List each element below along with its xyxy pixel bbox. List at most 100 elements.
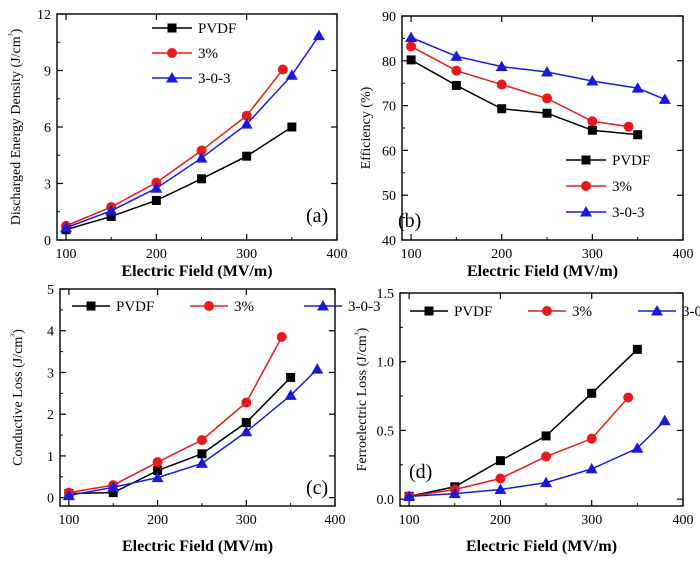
x-tick-label: 400 [673,247,694,262]
data-point [240,118,253,129]
series-line-PVDF [65,126,293,231]
data-point [150,182,163,193]
x-tick-label: 300 [582,247,603,262]
data-point [196,145,207,156]
data-point [287,122,297,132]
y-tick-label: 12 [37,8,51,23]
chart-panel-d: 100 200 300 400 0.0 0.5 1.0 1.5 Electric Field (… [353,287,700,555]
data-point [105,204,118,216]
data-point [242,151,252,161]
y-tick-label: 0 [47,492,54,507]
data-point [540,476,553,488]
legend-label: 3% [234,299,254,315]
data-point [286,372,296,382]
data-point [151,471,164,483]
legend: PVDF 3% 3-0-3 [72,299,381,315]
data-point [541,451,552,462]
y-tick-label: 50 [382,189,396,204]
y-tick-label: 4 [47,325,54,340]
series-line-3-0-3 [409,420,666,498]
x-tick-label: 200 [490,513,511,528]
data-point [658,93,671,104]
x-tick-label: 400 [673,513,694,528]
data-point [197,449,207,459]
data-point [542,108,552,118]
legend-label: 3% [198,46,218,62]
y-tick-label: 3 [47,366,54,381]
legend-label: PVDF [454,304,492,320]
x-tick-label: 200 [146,247,167,262]
panel-label: (c) [306,477,328,499]
data-point [451,80,461,90]
legend-label: 3-0-3 [612,205,645,221]
data-point [153,466,163,476]
data-point [196,435,207,446]
legend-marker [580,206,592,217]
y-tick-label: 80 [382,55,396,70]
data-point [587,388,597,398]
legend-marker [167,23,177,33]
series-line-3-0-3 [410,36,666,101]
y-axis-label: Ferroelectric Loss (J/cm³) [353,327,371,471]
legend-marker [166,72,178,83]
legend-marker [86,301,96,311]
data-point [241,397,252,408]
data-point [633,130,643,140]
x-tick-label: 100 [399,513,420,528]
data-point [494,483,507,495]
data-point [448,487,461,499]
plot-frame [59,288,336,507]
legend-label: PVDF [198,21,236,37]
legend-marker [581,181,591,191]
legend-label: 3-0-3 [198,71,231,87]
x-tick-label: 300 [236,513,257,528]
legend-label: 3-0-3 [682,304,700,320]
x-axis-label: Electric Field (MV/m) [121,263,272,280]
series-line-3% [409,396,629,498]
data-point [106,211,116,221]
legend-marker [581,155,591,165]
y-tick-label: 9 [44,65,51,80]
series-line-PVDF [68,376,292,495]
data-point [587,125,597,135]
data-point [195,152,208,163]
data-point [152,457,163,468]
legend: PVDF 3% 3-0-3 [152,21,236,87]
data-point [195,457,208,468]
legend-marker [542,306,552,316]
data-point [108,488,118,498]
data-point [631,442,644,453]
plot-frame [399,292,684,507]
legend-marker [651,305,663,316]
legend-marker [204,301,214,311]
data-point [240,425,253,437]
x-tick-label: 400 [325,513,346,528]
data-point [586,433,597,444]
series-line-PVDF [410,59,638,136]
data-point [311,363,324,374]
legend-label: PVDF [116,299,154,315]
x-axis-label: Electric Field (MV/m) [122,538,273,555]
x-tick-label: 100 [58,513,79,528]
y-axis-label: Efficiency (%) [359,86,374,169]
y-tick-label: 1.5 [377,287,395,302]
y-tick-label: 40 [382,234,396,249]
series-line-3% [68,336,283,494]
legend-marker [424,306,434,316]
data-point [451,65,462,76]
data-point [658,414,671,426]
x-tick-label: 300 [236,247,257,262]
data-point [495,60,508,72]
x-tick-label: 300 [581,513,602,528]
data-point [496,79,507,90]
data-point [497,104,507,114]
x-tick-label: 200 [491,247,512,262]
data-point [541,66,554,77]
data-point [277,64,288,75]
data-point [284,389,297,400]
data-point [405,31,418,43]
x-tick-label: 400 [327,247,348,262]
series-line-3% [65,69,284,227]
data-point [60,221,73,233]
